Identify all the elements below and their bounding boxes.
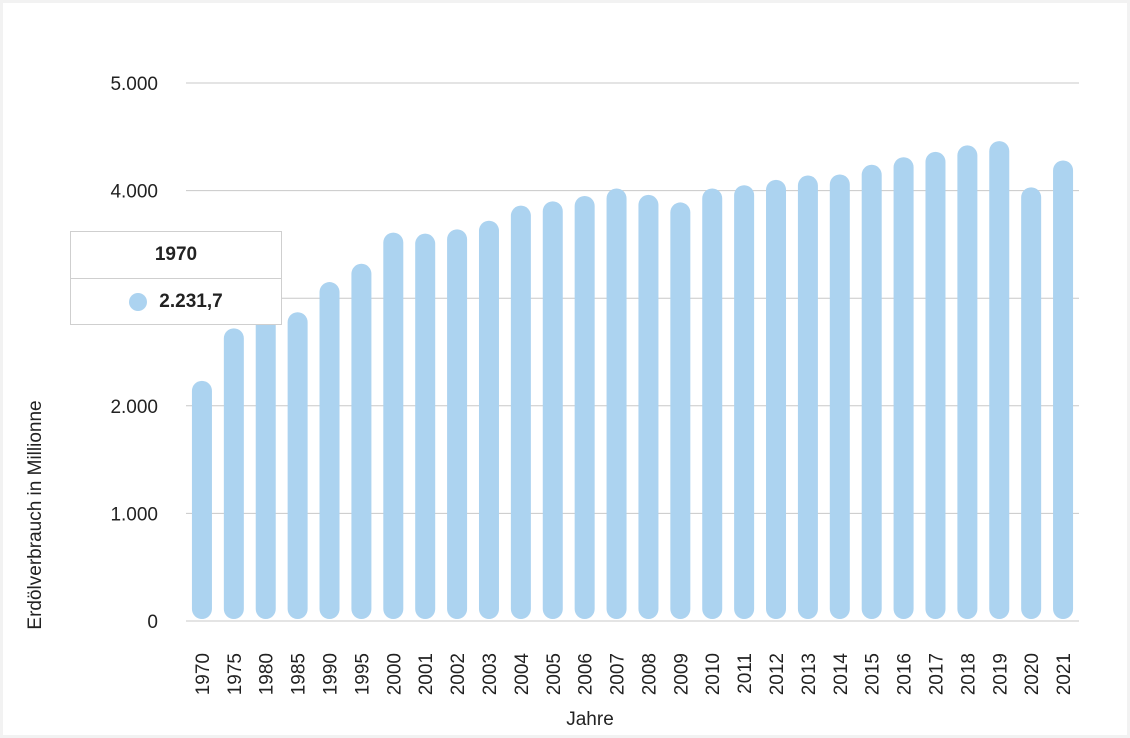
tooltip-value: 2.231,7 [159, 291, 223, 312]
bar-2008[interactable] [638, 194, 659, 620]
x-tick-label: 2015 [863, 653, 884, 695]
bar-2001[interactable] [415, 233, 436, 619]
x-tick-label: 1975 [225, 653, 246, 695]
bar-1975[interactable] [223, 328, 244, 619]
x-tick-label: 2013 [799, 653, 820, 695]
y-tick-label: 2.000 [110, 397, 158, 418]
bar-2021[interactable] [1053, 160, 1074, 620]
bar-2004[interactable] [510, 205, 531, 619]
x-axis-title: Jahre [566, 709, 614, 730]
x-tick-label: 2014 [831, 653, 852, 696]
bar-2017[interactable] [925, 151, 946, 619]
bar-2012[interactable] [766, 179, 787, 619]
x-tick-label: 2008 [639, 653, 660, 695]
bars [191, 141, 1074, 620]
x-tick-label: 2021 [1054, 653, 1075, 695]
x-tick-label: 2016 [895, 653, 916, 695]
x-tick-label: 1990 [321, 653, 342, 695]
bar-2007[interactable] [606, 188, 627, 619]
bar-1995[interactable] [351, 263, 372, 619]
series-dot-icon [129, 293, 148, 311]
bar-1990[interactable] [319, 282, 340, 619]
x-tick-label: 2005 [544, 653, 565, 695]
bar-1985[interactable] [287, 312, 308, 619]
x-tick-label: 1995 [352, 653, 373, 695]
bar-2016[interactable] [893, 157, 914, 619]
x-tick-label: 1970 [193, 653, 214, 695]
bar-1970[interactable] [191, 380, 212, 619]
bar-2015[interactable] [861, 164, 882, 619]
x-tick-label: 2020 [1022, 653, 1043, 695]
bar-2011[interactable] [734, 185, 755, 619]
x-tick-label: 2009 [671, 653, 692, 695]
bar-2009[interactable] [670, 202, 691, 619]
x-tick-label: 2000 [384, 653, 405, 695]
tooltip: 1970 2.231,7 [70, 231, 282, 325]
x-tick-label: 2006 [576, 653, 597, 695]
x-tick-label: 2003 [480, 653, 501, 695]
bar-2005[interactable] [542, 201, 563, 620]
y-tick-label: 4.000 [110, 182, 158, 203]
x-tick-label: 1980 [257, 653, 278, 695]
bar-2003[interactable] [478, 220, 499, 619]
x-tick-label: 2001 [416, 653, 437, 695]
bar-2014[interactable] [829, 174, 850, 619]
bar-2002[interactable] [447, 229, 468, 619]
x-tick-label: 2017 [926, 653, 947, 695]
x-tick-label: 1985 [289, 653, 310, 695]
x-tick-label: 2011 [735, 653, 756, 694]
bar-2020[interactable] [1021, 187, 1042, 619]
bar-2013[interactable] [797, 175, 818, 619]
x-tick-labels: 1970 1975 1980 1985 1990 1995 2000 2001 2002 2003… [193, 653, 1075, 696]
bar-2006[interactable] [574, 195, 595, 620]
x-tick-label: 2019 [990, 653, 1011, 695]
bar-1980[interactable] [255, 299, 276, 619]
x-tick-label: 2018 [958, 653, 979, 695]
y-tick-label: 5.000 [110, 74, 158, 95]
bar-2000[interactable] [383, 232, 404, 619]
y-tick-label: 0 [147, 612, 158, 633]
tooltip-value-row: 2.231,7 [71, 279, 281, 325]
x-tick-label: 2007 [608, 653, 629, 695]
bar-2018[interactable] [957, 145, 978, 619]
x-tick-label: 2010 [703, 653, 724, 695]
y-tick-label: 1.000 [110, 504, 158, 525]
x-tick-label: 2012 [767, 653, 788, 695]
tooltip-category: 1970 [71, 232, 281, 279]
bar-2010[interactable] [702, 188, 723, 619]
bar-2019[interactable] [989, 141, 1010, 619]
x-tick-label: 2004 [512, 653, 533, 696]
x-tick-label: 2002 [448, 653, 469, 695]
y-axis-title: Erdölverbrauch in Millionne [25, 400, 46, 629]
